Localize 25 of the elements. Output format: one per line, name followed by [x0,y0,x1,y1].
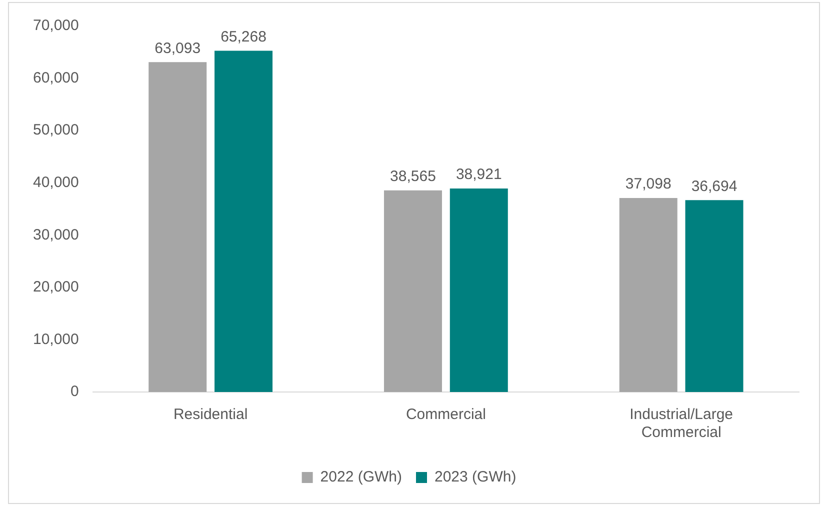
data-label: 36,694 [691,178,738,195]
y-tick-label: 70,000 [32,17,79,34]
data-label: 63,093 [154,40,201,57]
y-tick-label: 60,000 [32,69,79,86]
data-label: 37,098 [625,176,672,193]
legend-label: 2022 (GWh) [320,468,402,486]
y-tick-label: 10,000 [32,330,79,348]
bar [619,198,678,392]
x-tick-label: Residential [173,406,248,424]
bar [450,188,508,392]
x-tick-label: Industrial/Large Commercial [630,406,734,442]
y-tick-label: 0 [70,383,79,400]
data-label: 38,565 [390,168,436,185]
y-tick-label: 20,000 [32,278,79,296]
legend-label: 2023 (GWh) [434,468,516,486]
y-tick-label: 40,000 [32,174,79,191]
x-tick-label: Commercial [406,406,486,424]
y-tick-label: 30,000 [32,226,79,244]
data-label: 65,268 [220,28,266,46]
y-tick-label: 50,000 [32,122,79,139]
bar [685,200,744,392]
bar [384,190,442,392]
bar [214,50,273,392]
data-label: 38,921 [456,166,502,184]
bar [148,62,207,392]
